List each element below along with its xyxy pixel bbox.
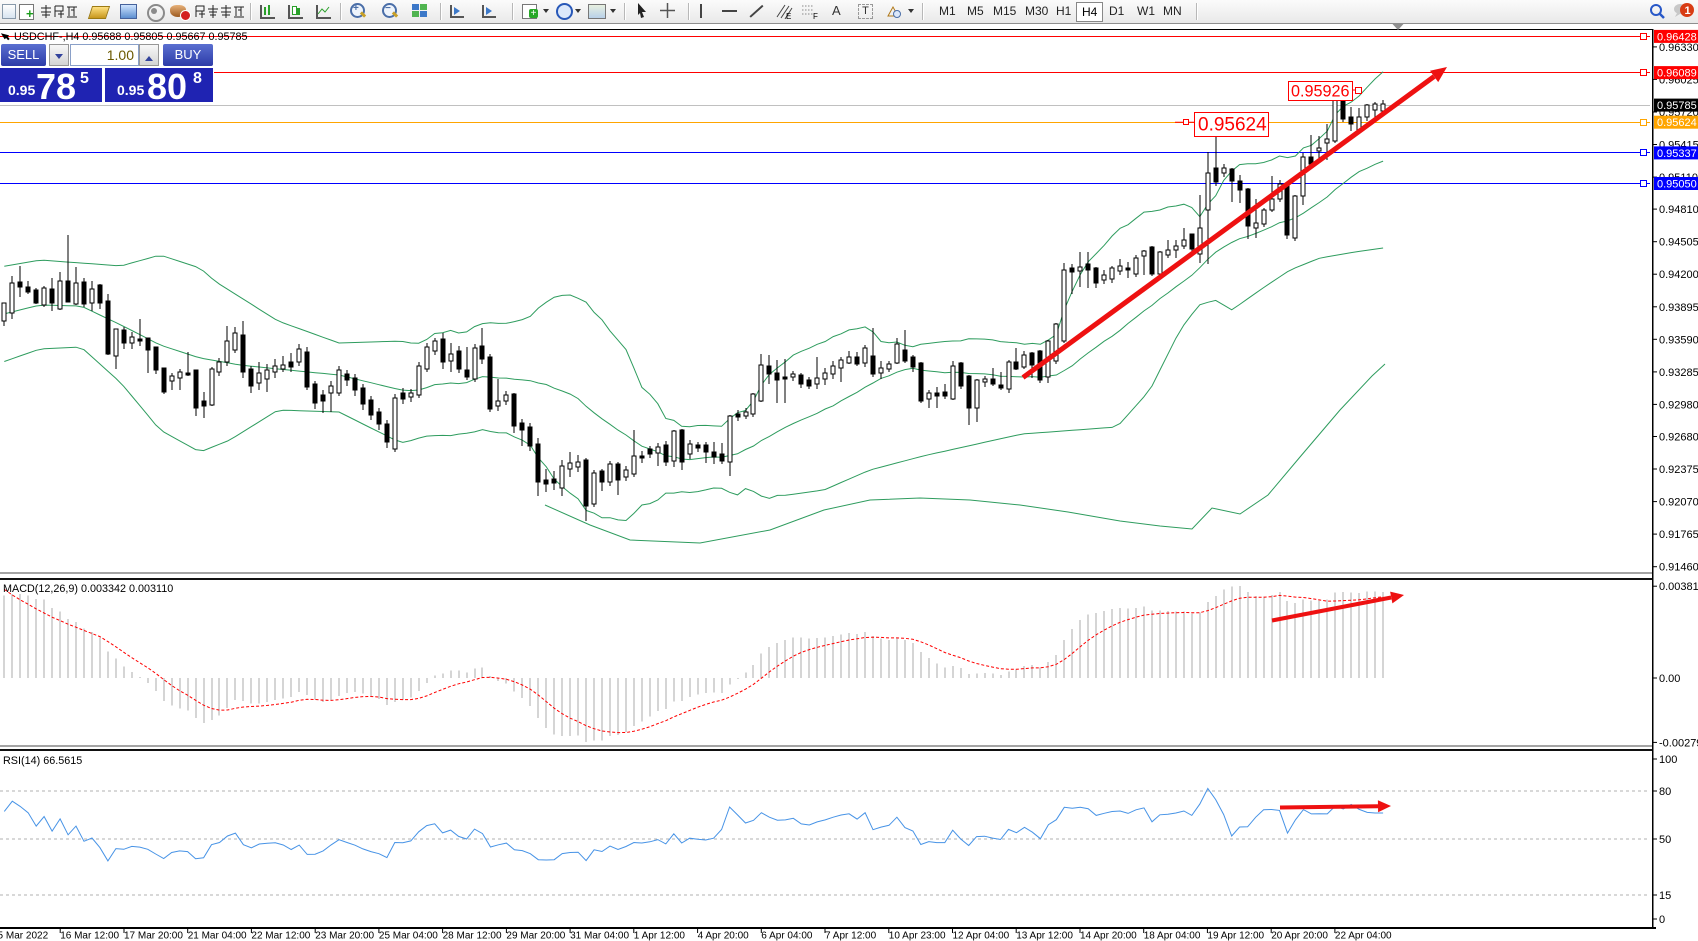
svg-text:0.92375: 0.92375 [1659,464,1698,476]
svg-text:14 Apr 20:00: 14 Apr 20:00 [1080,931,1137,941]
svg-text:RSI(14) 66.5615: RSI(14) 66.5615 [3,755,82,767]
svg-text:22 Mar 12:00: 22 Mar 12:00 [251,931,310,941]
svg-text:0.95624: 0.95624 [1657,117,1697,129]
svg-text:1 Apr 12:00: 1 Apr 12:00 [634,931,686,941]
svg-text:23 Mar 20:00: 23 Mar 20:00 [315,931,374,941]
svg-text:100: 100 [1659,754,1677,766]
svg-text:0.95624: 0.95624 [1198,115,1267,136]
svg-text:0.00: 0.00 [1659,673,1680,685]
svg-text:19 Apr 12:00: 19 Apr 12:00 [1207,931,1264,941]
svg-text:0.95337: 0.95337 [1657,148,1697,160]
svg-text:0.96428: 0.96428 [1657,31,1697,43]
svg-text:F: F [813,12,818,19]
svg-text:0.94200: 0.94200 [1659,269,1698,281]
svg-text:0.91460: 0.91460 [1659,562,1698,574]
svg-text:12 Apr 04:00: 12 Apr 04:00 [953,931,1010,941]
svg-text:20 Apr 20:00: 20 Apr 20:00 [1271,931,1328,941]
svg-text:MACD(12,26,9) 0.003342 0.00311: MACD(12,26,9) 0.003342 0.003110 [3,583,173,595]
svg-text:0.94505: 0.94505 [1659,237,1698,249]
svg-text:50: 50 [1659,834,1671,846]
svg-text:1: 1 [1685,5,1691,17]
svg-text:6 Apr 04:00: 6 Apr 04:00 [761,931,813,941]
svg-text:0.93285: 0.93285 [1659,367,1698,379]
svg-text:0.96089: 0.96089 [1657,68,1697,80]
svg-text:0.93590: 0.93590 [1659,334,1698,346]
svg-text:15 Mar 2022: 15 Mar 2022 [0,931,49,941]
svg-text:21 Mar 04:00: 21 Mar 04:00 [188,931,247,941]
svg-text:15: 15 [1659,890,1671,902]
svg-text:25 Mar 04:00: 25 Mar 04:00 [379,931,438,941]
svg-text:16 Mar 12:00: 16 Mar 12:00 [60,931,119,941]
svg-text:0.92680: 0.92680 [1659,432,1698,444]
svg-text:28 Mar 12:00: 28 Mar 12:00 [443,931,502,941]
svg-text:17 Mar 20:00: 17 Mar 20:00 [124,931,183,941]
svg-text:0.92980: 0.92980 [1659,399,1698,411]
svg-text:29 Mar 20:00: 29 Mar 20:00 [506,931,565,941]
svg-text:-0.002797: -0.002797 [1659,737,1698,749]
svg-text:0.93895: 0.93895 [1659,302,1698,314]
svg-text:7 Apr 12:00: 7 Apr 12:00 [825,931,877,941]
svg-text:31 Mar 04:00: 31 Mar 04:00 [570,931,629,941]
svg-text:4 Apr 20:00: 4 Apr 20:00 [698,931,750,941]
svg-text:18 Apr 04:00: 18 Apr 04:00 [1144,931,1201,941]
svg-text:0.94810: 0.94810 [1659,204,1698,216]
svg-text:0.96330: 0.96330 [1659,42,1698,54]
svg-text:0.95785: 0.95785 [1657,100,1697,112]
svg-text:0: 0 [1659,914,1665,926]
svg-text:0.92070: 0.92070 [1659,497,1698,509]
svg-text:0.95926: 0.95926 [1291,83,1350,101]
svg-text:E: E [786,12,791,19]
svg-text:13 Apr 12:00: 13 Apr 12:00 [1016,931,1073,941]
svg-text:0.91765: 0.91765 [1659,529,1698,541]
svg-text:0.003815: 0.003815 [1659,581,1698,593]
svg-text:10 Apr 23:00: 10 Apr 23:00 [889,931,946,941]
svg-text:80: 80 [1659,786,1671,798]
svg-text:22 Apr 04:00: 22 Apr 04:00 [1335,931,1392,941]
svg-text:USDCHF-,H4 0.95688 0.95805 0.: USDCHF-,H4 0.95688 0.95805 0.95667 0.957… [14,31,248,43]
svg-text:0.95050: 0.95050 [1657,179,1697,191]
